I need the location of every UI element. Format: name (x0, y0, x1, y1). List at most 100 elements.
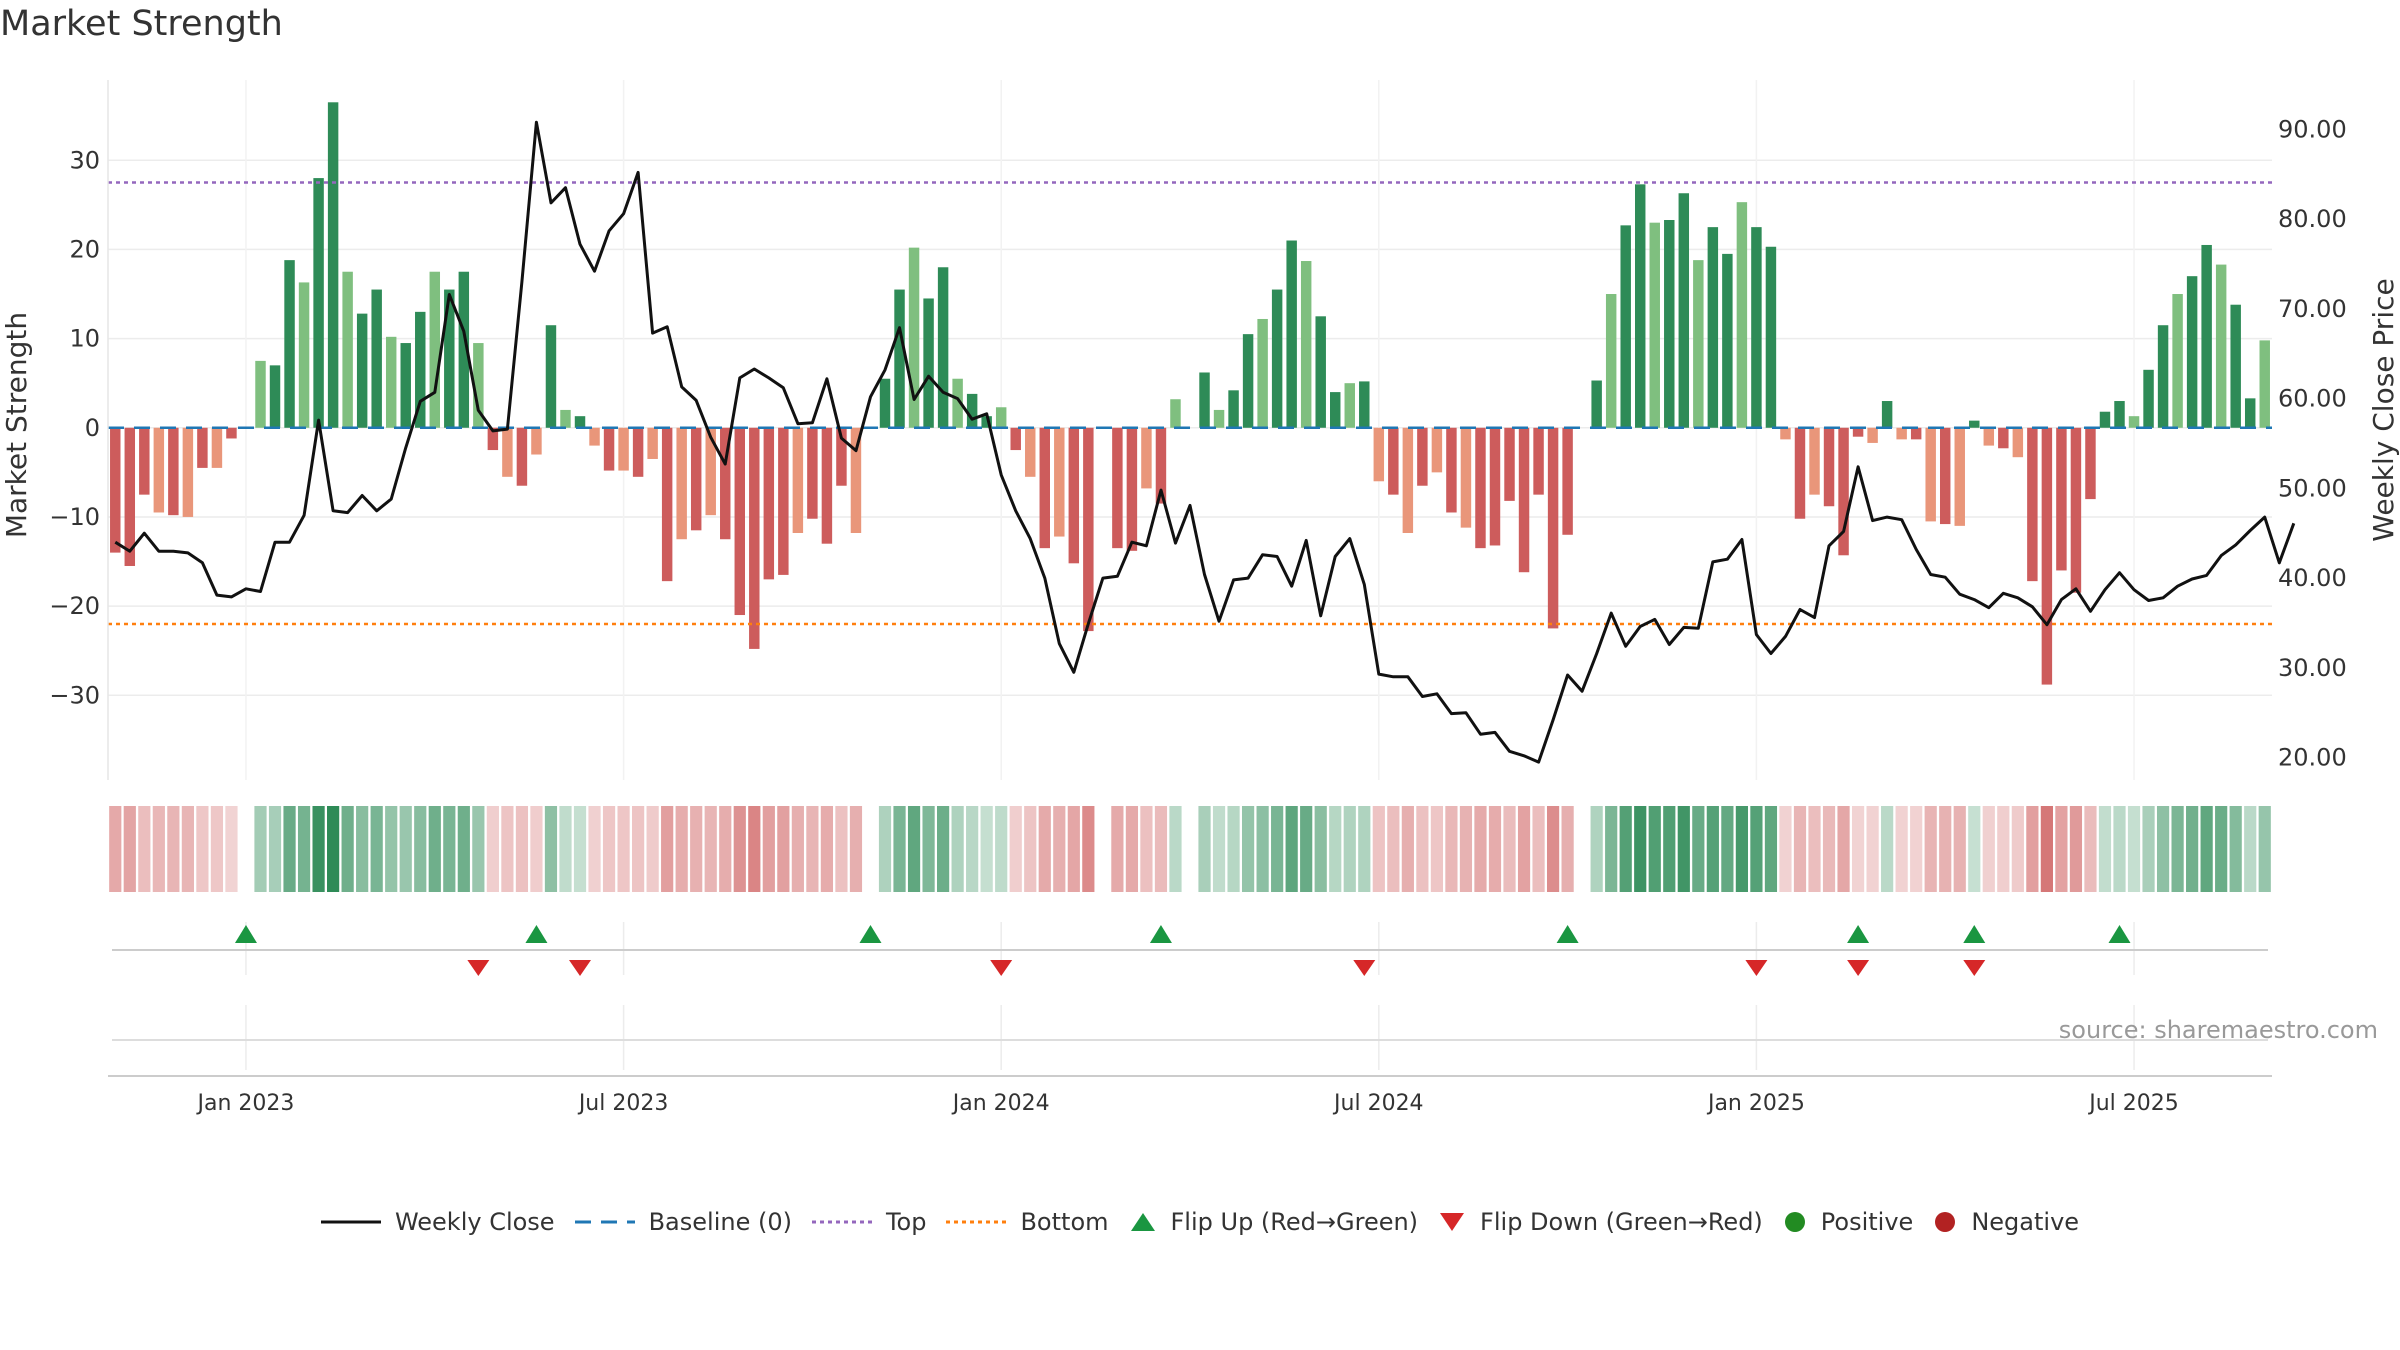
heat-cell (690, 806, 703, 892)
legend-weekly-close: Weekly Close (320, 1208, 555, 1236)
x-tick-label: Jan 2023 (196, 1091, 295, 1116)
strength-bar (734, 427, 746, 616)
heat-cell (646, 806, 659, 892)
heat-cell (1241, 806, 1255, 892)
strength-bar (2012, 427, 2024, 458)
heat-cell (1053, 806, 1066, 892)
heat-cell (399, 806, 412, 892)
strength-bar (2201, 244, 2212, 428)
heat-cell (356, 806, 369, 892)
heat-cell (1561, 806, 1574, 892)
strength-bar (1518, 427, 1530, 573)
heat-cell (632, 806, 645, 892)
left-tick-label: 30 (69, 146, 100, 174)
heat-cell (1851, 806, 1865, 892)
legend-top: Top (811, 1208, 927, 1236)
legend-label: Flip Up (Red→Green) (1170, 1208, 1419, 1236)
heat-cell (1445, 806, 1458, 892)
chart-title: Market Strength (0, 4, 283, 44)
strength-bar (821, 427, 833, 544)
strength-bar (1591, 380, 1602, 428)
strength-bar (618, 427, 629, 471)
strength-bar (1664, 220, 1675, 428)
heat-cell (1430, 806, 1443, 892)
heat-cell (225, 806, 238, 892)
heat-cell (2026, 806, 2039, 892)
strength-bar (298, 282, 310, 428)
heat-cell (777, 806, 790, 892)
strength-bar (937, 267, 949, 428)
heat-cell (835, 806, 848, 892)
strength-bar (110, 427, 121, 553)
strength-bar (1954, 427, 1965, 526)
heat-cell (2113, 806, 2126, 892)
heat-cell (1024, 806, 1037, 892)
heat-cell (501, 806, 514, 892)
strength-bar (836, 427, 847, 486)
strength-bar (1199, 372, 1210, 428)
heat-cell (2186, 806, 2199, 892)
heat-cell (922, 806, 935, 892)
heat-cell (1067, 806, 1080, 892)
strength-bar (1910, 427, 1922, 440)
legend-label: Weekly Close (394, 1208, 555, 1236)
flip-up-marker (1847, 925, 1870, 943)
heat-cell (123, 806, 136, 892)
heat-cell (1111, 806, 1124, 892)
strength-bar (763, 427, 775, 580)
heat-cell (1198, 806, 1211, 892)
flip-up-marker (2108, 925, 2131, 943)
heat-cell (2200, 806, 2213, 892)
x-tick-label: Jan 2025 (1706, 1091, 1805, 1116)
heat-cell (1750, 806, 1763, 892)
strength-bar (2215, 264, 2227, 428)
strength-bar (1141, 427, 1152, 489)
strength-bar (2114, 401, 2125, 428)
legend-negative: Negative (1933, 1208, 2079, 1236)
heat-cell (820, 806, 834, 892)
strength-bar (1533, 427, 1544, 495)
strength-bar (1998, 427, 2009, 449)
strength-bar (1126, 427, 1138, 551)
heat-cell (1314, 806, 1327, 892)
heat-cell (1300, 806, 1313, 892)
heat-cell (2229, 806, 2242, 892)
heat-cell (1895, 806, 1908, 892)
x-tick-label: Jul 2023 (577, 1091, 669, 1116)
strength-bar (1228, 390, 1239, 428)
strength-bar (1054, 427, 1065, 537)
heat-cell (1401, 806, 1414, 892)
heat-cell (1212, 806, 1226, 892)
strength-bar (661, 427, 673, 582)
heat-cell (1546, 806, 1560, 892)
strength-bar (1736, 202, 1748, 428)
strength-bar (371, 289, 382, 428)
strength-bar (255, 360, 266, 428)
heat-cell (966, 806, 979, 892)
heat-cell (1779, 806, 1792, 892)
heat-cell (864, 806, 877, 892)
heat-cell (443, 806, 456, 892)
strength-bar (1271, 289, 1283, 428)
heat-cell (1503, 806, 1516, 892)
heat-cell (1735, 806, 1748, 892)
heat-cell (602, 806, 616, 892)
strength-bar (444, 289, 455, 428)
strength-bar (153, 427, 165, 513)
strength-bar (792, 427, 804, 533)
flip-down-marker (1847, 960, 1870, 976)
heat-cell (2171, 806, 2184, 892)
legend-positive: Positive (1783, 1208, 1913, 1236)
heat-cell (762, 806, 775, 892)
strength-bar (1780, 427, 1791, 440)
right-tick-label: 70.00 (2278, 295, 2347, 323)
strength-bar (1242, 334, 1254, 428)
heat-cell (1517, 806, 1531, 892)
strength-bar (1025, 427, 1036, 477)
legend-flip-down: Flip Down (Green→Red) (1438, 1208, 1763, 1236)
left-axis-label: Market Strength (0, 312, 33, 538)
heat-cell (1677, 806, 1690, 892)
heat-cell (1939, 806, 1952, 892)
heat-cell (1706, 806, 1719, 892)
legend-label: Top (885, 1208, 927, 1236)
